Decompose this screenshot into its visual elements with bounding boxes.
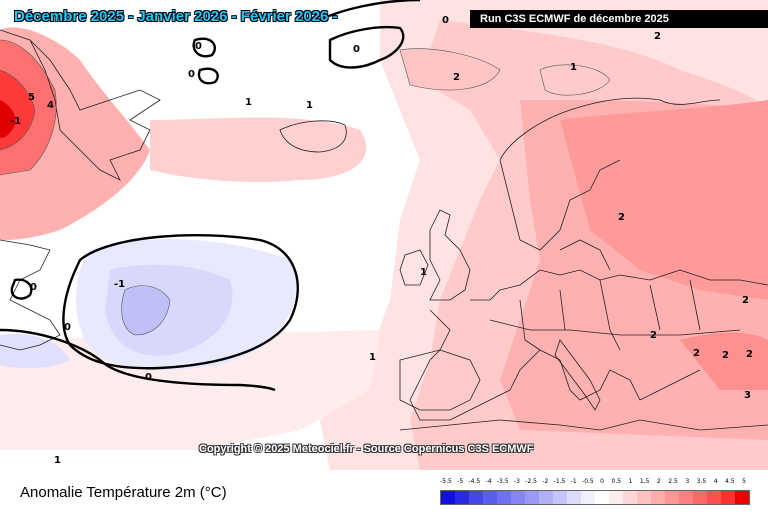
legend-swatch bbox=[595, 491, 609, 504]
legend-swatch bbox=[567, 491, 581, 504]
legend-tick-label: 2 bbox=[656, 478, 661, 485]
legend-swatch bbox=[609, 491, 623, 504]
contour-label: 0 bbox=[145, 372, 152, 383]
legend-swatch bbox=[511, 491, 525, 504]
contour-label: 1 bbox=[306, 100, 313, 111]
legend-tick-labels: -5.5 -5 -4.5 -4 -3.5 -3 -2.5 -2 -1.5 -1 -0.5 0 0.5 1 1… bbox=[440, 478, 750, 488]
coastlines bbox=[0, 29, 768, 431]
zero-contours bbox=[0, 0, 421, 392]
color-legend: -5.5 -5 -4.5 -4 -3.5 -3 -2.5 -2 -1.5 -1 -0.5 0 0.5 1 1… bbox=[440, 478, 750, 508]
contour-label: 4 bbox=[47, 100, 54, 111]
contour-label: 0 bbox=[30, 282, 37, 293]
cold-anomaly-field bbox=[0, 239, 297, 370]
legend-tick-label: -1 bbox=[570, 478, 577, 485]
contour-label: 0 bbox=[188, 69, 195, 80]
contour-label: 0 bbox=[64, 322, 71, 333]
legend-tick-label: -5 bbox=[457, 478, 464, 485]
anomaly-contours bbox=[0, 39, 611, 336]
contour-label: 1 bbox=[420, 267, 427, 278]
legend-tick-label: -4.5 bbox=[468, 478, 481, 485]
contour-label: -1 bbox=[10, 116, 21, 127]
legend-swatch bbox=[735, 491, 749, 504]
legend-swatch bbox=[581, 491, 595, 504]
legend-tick-label: -3.5 bbox=[496, 478, 509, 485]
variable-label: Anomalie Température 2m (°C) bbox=[20, 484, 227, 501]
contour-label: 2 bbox=[693, 348, 700, 359]
contour-label: 2 bbox=[618, 212, 625, 223]
temperature-anomaly-map: 0 0 0 0 0 0 0 1 1 1 1 1 1 2 2 2 2 2 2 2 … bbox=[0, 0, 768, 470]
legend-swatch bbox=[721, 491, 735, 504]
contour-label: 1 bbox=[369, 352, 376, 363]
legend-swatch bbox=[497, 491, 511, 504]
contour-label: 1 bbox=[54, 455, 61, 466]
legend-color-bar bbox=[440, 490, 750, 505]
warm-anomaly-fields bbox=[0, 0, 768, 470]
legend-swatch bbox=[483, 491, 497, 504]
legend-tick-label: -0.5 bbox=[582, 478, 594, 485]
legend-tick-label: 0.5 bbox=[611, 478, 622, 485]
legend-swatch bbox=[441, 491, 455, 504]
contour-labels: 0 0 0 0 0 0 0 1 1 1 1 1 1 2 2 2 2 2 2 2 … bbox=[10, 15, 753, 466]
legend-tick-label: -3 bbox=[513, 478, 520, 485]
legend-swatch bbox=[455, 491, 469, 504]
legend-tick-label: 0 bbox=[600, 478, 605, 485]
legend-tick-label: -2 bbox=[542, 478, 549, 485]
contour-label: 0 bbox=[195, 41, 202, 52]
legend-tick-label: 1.5 bbox=[639, 478, 650, 485]
contour-label: 2 bbox=[453, 72, 460, 83]
legend-tick-label: -4 bbox=[485, 478, 492, 485]
forecast-period-title: Décembre 2025 - Janvier 2026 - Février 2… bbox=[14, 8, 338, 25]
contour-label: 2 bbox=[650, 330, 657, 341]
contour-label: 2 bbox=[654, 31, 661, 42]
contour-label: 0 bbox=[353, 44, 360, 55]
copyright-notice: Copyright © 2025 Meteociel.fr - Source C… bbox=[199, 443, 534, 455]
run-label: Run C3S ECMWF de décembre 2025 bbox=[470, 10, 768, 28]
contour-label: 2 bbox=[746, 349, 753, 360]
legend-swatch bbox=[651, 491, 665, 504]
legend-swatch bbox=[539, 491, 553, 504]
legend-tick-label: 4 bbox=[713, 478, 718, 485]
contour-label: 3 bbox=[744, 390, 751, 401]
legend-tick-label: 5 bbox=[742, 478, 746, 485]
legend-tick-label: -1.5 bbox=[553, 478, 566, 485]
legend-swatch bbox=[623, 491, 637, 504]
legend-swatch bbox=[707, 491, 721, 504]
legend-swatch bbox=[637, 491, 651, 504]
legend-swatch bbox=[469, 491, 483, 504]
legend-swatch bbox=[553, 491, 567, 504]
legend-tick-label: 2.5 bbox=[668, 478, 678, 485]
contour-label: 1 bbox=[245, 97, 252, 108]
legend-swatch bbox=[665, 491, 679, 504]
legend-tick-label: -5.5 bbox=[440, 478, 452, 485]
contour-label: 2 bbox=[742, 295, 749, 306]
legend-tick-label: 1 bbox=[628, 478, 633, 485]
contour-label: -1 bbox=[114, 279, 125, 290]
contour-label: 1 bbox=[570, 62, 577, 73]
legend-tick-label: 3.5 bbox=[696, 478, 707, 485]
legend-tick-label: 3 bbox=[685, 478, 690, 485]
legend-tick-label: 4.5 bbox=[725, 478, 735, 485]
contour-label: 5 bbox=[28, 92, 35, 103]
legend-swatch bbox=[693, 491, 707, 504]
contour-label: 2 bbox=[722, 350, 729, 361]
legend-swatch bbox=[525, 491, 539, 504]
legend-tick-label: -2.5 bbox=[525, 478, 537, 485]
legend-swatch bbox=[679, 491, 693, 504]
contour-label: 0 bbox=[442, 15, 449, 26]
